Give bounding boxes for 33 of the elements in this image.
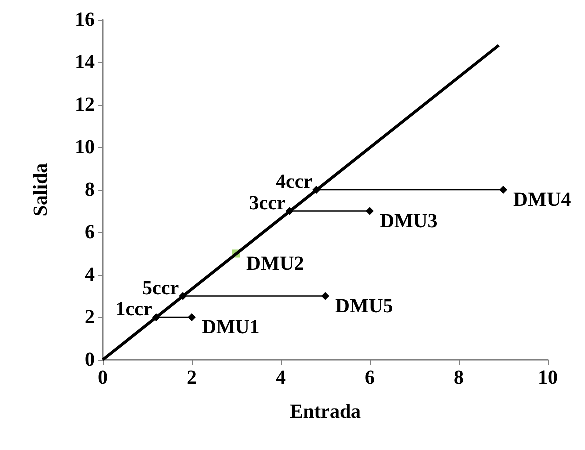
point [500,186,508,194]
annotation: DMU1 [202,316,260,338]
annotation: 4ccr [276,171,313,193]
annotation: DMU2 [246,252,304,275]
annotation: DMU3 [380,210,438,232]
annotation: 5ccr [142,277,180,300]
y-tick-label: 12 [75,94,95,116]
y-tick-label: 2 [85,306,95,328]
annotation: 1ccr [116,298,153,320]
point [286,207,294,216]
y-axis-title: Salida [30,163,52,217]
x-tick-label: 10 [538,367,558,389]
point [322,292,330,300]
x-tick-label: 6 [365,367,375,389]
annotation: 3ccr [249,192,286,214]
point [179,292,188,300]
y-tick-label: 4 [85,264,95,286]
annotation: DMU5 [336,295,394,318]
y-tick-label: 10 [75,136,95,158]
y-tick-label: 16 [75,9,95,31]
y-tick-label: 0 [85,349,95,371]
y-tick-label: 8 [85,179,95,201]
x-tick-label: 8 [454,367,464,389]
x-tick-label: 4 [276,367,286,389]
point [152,314,160,322]
x-axis-title: Entrada [290,401,362,423]
point [312,186,321,194]
annotation: DMU4 [514,189,572,211]
point [188,314,196,322]
y-tick-label: 6 [85,222,95,244]
x-tick-label: 2 [187,367,197,389]
point [366,207,374,216]
y-tick-label: 14 [75,52,95,74]
